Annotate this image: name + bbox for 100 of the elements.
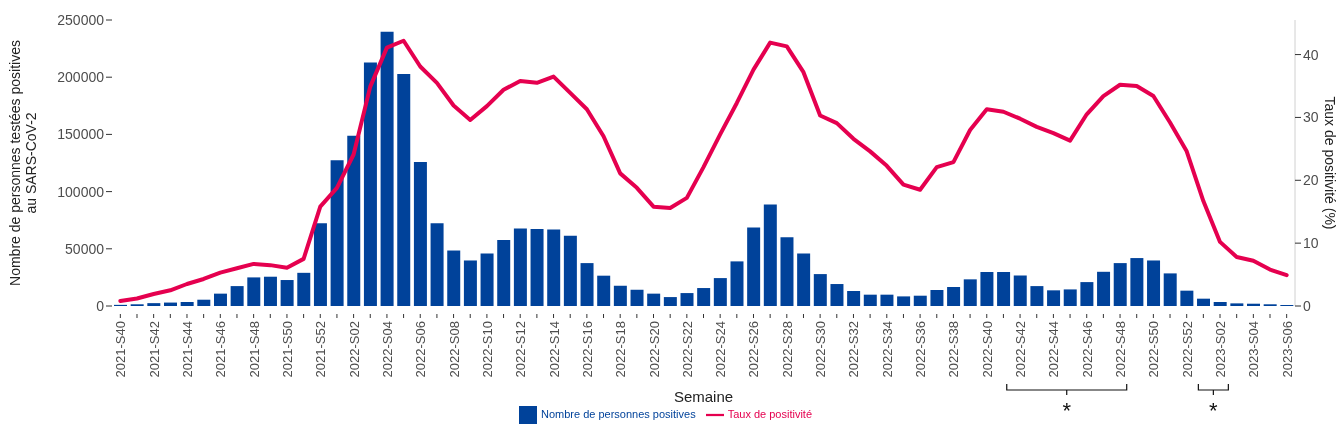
bar <box>897 296 911 306</box>
bar <box>697 288 711 306</box>
bar <box>413 161 427 306</box>
bar <box>947 287 961 306</box>
bar <box>663 297 677 306</box>
x-axis-title: Semaine <box>673 388 734 405</box>
bar <box>597 275 611 306</box>
bar <box>380 31 394 306</box>
bar <box>230 286 244 306</box>
bar <box>730 261 744 306</box>
text: * <box>1062 398 1072 423</box>
x-tick-label: 2022-S02 <box>346 321 362 378</box>
y-axis-title: Nombre de personnes testées positives au SARS-CoV-2 <box>7 40 39 286</box>
x-tick-label: 2022-S10 <box>479 321 495 378</box>
x-tick-label: 2022-S32 <box>846 321 862 378</box>
bar <box>397 73 411 306</box>
bar <box>630 289 644 306</box>
bar <box>580 263 594 306</box>
bar <box>813 274 827 306</box>
x-tick-label: 2022-S46 <box>1079 321 1095 378</box>
y2-tick-label: 30 <box>1303 109 1319 126</box>
bar <box>197 299 211 306</box>
x-tick-label: 2022-S12 <box>513 321 529 378</box>
bar <box>463 260 477 306</box>
x-tick-label: 2022-S16 <box>579 321 595 378</box>
bar <box>1063 289 1077 306</box>
bar <box>347 135 361 306</box>
bar <box>563 235 577 306</box>
bar <box>1163 273 1177 306</box>
bar <box>747 227 761 306</box>
legend-label: Taux de positivité <box>727 407 813 420</box>
x-tick-label: 2022-S08 <box>446 321 462 378</box>
x-tick-label: 2022-S38 <box>946 321 962 378</box>
y-tick-label: 150000 <box>57 126 105 143</box>
x-tick-label: 2022-S36 <box>913 321 929 378</box>
bar <box>447 250 461 306</box>
bar <box>1097 271 1111 306</box>
x-tick-label: 2022-S52 <box>1179 321 1195 378</box>
bar <box>863 294 877 306</box>
bar <box>480 253 494 306</box>
line-series <box>118 38 1289 303</box>
x-tick-label: 2022-S48 <box>1113 321 1129 378</box>
y2-axis-title: Taux de positivité (%) <box>1322 96 1338 230</box>
x-tick-label: 2022-S30 <box>813 321 829 378</box>
bar <box>1197 298 1211 306</box>
bar <box>797 253 811 306</box>
bar <box>680 293 694 306</box>
bar <box>363 62 377 306</box>
y2-tick-label: 40 <box>1303 46 1319 63</box>
bar <box>547 229 561 306</box>
bar <box>1013 275 1027 306</box>
bar <box>647 293 661 306</box>
x-tick-label: 2022-S04 <box>379 321 395 378</box>
bar <box>263 276 277 306</box>
x-tick-label: 2023-S06 <box>1279 321 1295 378</box>
bar <box>297 272 311 306</box>
bar <box>880 294 894 306</box>
x-tick-label: 2022-S28 <box>779 321 795 378</box>
x-tick-label: 2022-S34 <box>879 321 895 378</box>
x-tick-label: 2022-S50 <box>1146 321 1162 378</box>
x-tick-label: 2023-S02 <box>1213 321 1229 378</box>
x-tick-label: 2022-S06 <box>413 321 429 378</box>
x-tick-label: 2021-S50 <box>279 321 295 378</box>
x-tick-label: 2021-S40 <box>113 321 129 378</box>
bar <box>1147 260 1161 306</box>
y-tick-label: 0 <box>96 297 105 314</box>
x-tick-label: 2021-S48 <box>246 321 262 378</box>
bar <box>497 239 511 306</box>
y-tick-label: 250000 <box>57 11 105 28</box>
bar <box>1180 290 1194 306</box>
x-tick-label: 2023-S04 <box>1246 321 1262 378</box>
y2-tick-label: 10 <box>1303 235 1319 252</box>
bar <box>430 223 444 306</box>
bar <box>530 229 544 306</box>
bar <box>1047 290 1061 306</box>
y2-tick-label: 20 <box>1303 172 1319 189</box>
x-tick-label: 2022-S40 <box>979 321 995 378</box>
text: * <box>1209 398 1219 423</box>
bar <box>180 302 194 306</box>
bar <box>1080 282 1094 306</box>
bar <box>1130 258 1144 306</box>
bar <box>613 285 627 306</box>
x-tick-label: 2022-S22 <box>679 321 695 378</box>
bar <box>913 295 927 306</box>
bar <box>313 223 327 306</box>
x-tick-label: 2021-S42 <box>146 321 162 378</box>
bar <box>1213 302 1227 306</box>
x-tick-label: 2021-S44 <box>179 321 195 378</box>
y-tick-label: 200000 <box>57 69 105 86</box>
bar <box>1113 263 1127 306</box>
bar <box>830 284 844 306</box>
bar <box>763 204 777 306</box>
x-tick-label: 2021-S52 <box>313 321 329 378</box>
x-tick-label: 2022-S18 <box>613 321 629 378</box>
bar <box>930 289 944 306</box>
y-tick-label: 50000 <box>65 240 105 257</box>
bar <box>280 280 294 306</box>
bar <box>780 237 794 306</box>
x-tick-label: 2022-S26 <box>746 321 762 378</box>
bar <box>713 278 727 306</box>
